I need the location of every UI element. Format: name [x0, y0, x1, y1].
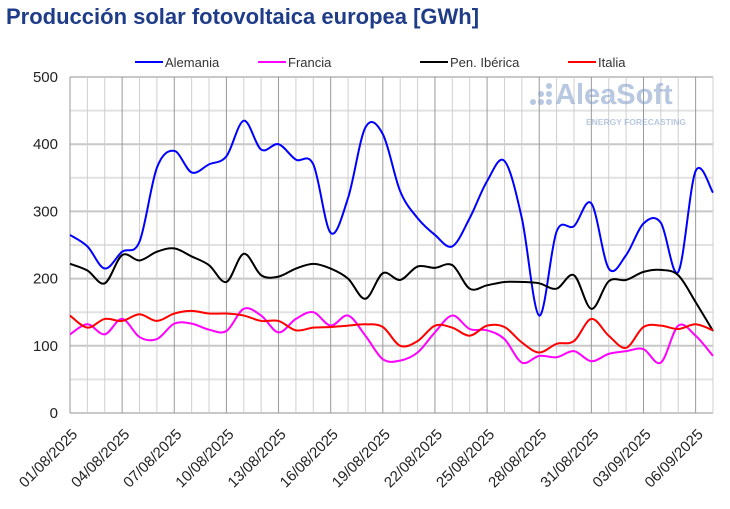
legend-label: Francia: [288, 55, 332, 70]
legend-label: Alemania: [165, 55, 220, 70]
legend-label: Italia: [598, 55, 626, 70]
watermark-dot: [546, 91, 552, 97]
watermark-brand: AleaSoft: [555, 79, 673, 111]
y-tick-label: 500: [33, 69, 58, 86]
series-line-italia: [69, 309, 714, 354]
legend-label: Pen. Ibérica: [450, 55, 520, 70]
watermark-dot: [538, 91, 544, 97]
y-tick-label: 100: [33, 338, 58, 355]
grid: [69, 76, 714, 414]
series-line-francia: [69, 307, 714, 365]
watermark-dot: [546, 99, 552, 105]
aleasoft-watermark: AleaSoft ENERGY FORECASTING: [530, 79, 686, 127]
legend-item: Italia: [568, 55, 626, 70]
y-tick-label: 300: [33, 203, 58, 220]
y-tick-label: 200: [33, 271, 58, 288]
legend-item: Pen. Ibérica: [420, 55, 520, 70]
series-lines: [69, 119, 714, 365]
legend-item: Francia: [258, 55, 332, 70]
chart-title: Producción solar fotovoltaica europea [G…: [6, 4, 480, 29]
y-tick-label: 400: [33, 136, 58, 153]
series-line-alemania: [69, 119, 714, 317]
watermark-dot: [538, 99, 544, 105]
series-line-pen-ib-rica: [69, 247, 714, 332]
watermark-dot: [546, 83, 552, 89]
legend: Alemania Francia Pen. Ibérica Italia: [135, 55, 626, 70]
watermark-tagline: ENERGY FORECASTING: [586, 117, 686, 127]
watermark-dot: [530, 99, 536, 105]
y-tick-label: 0: [50, 405, 58, 422]
legend-item: Alemania: [135, 55, 220, 70]
axes: 010020030040050001/08/202504/08/202507/0…: [16, 69, 707, 491]
